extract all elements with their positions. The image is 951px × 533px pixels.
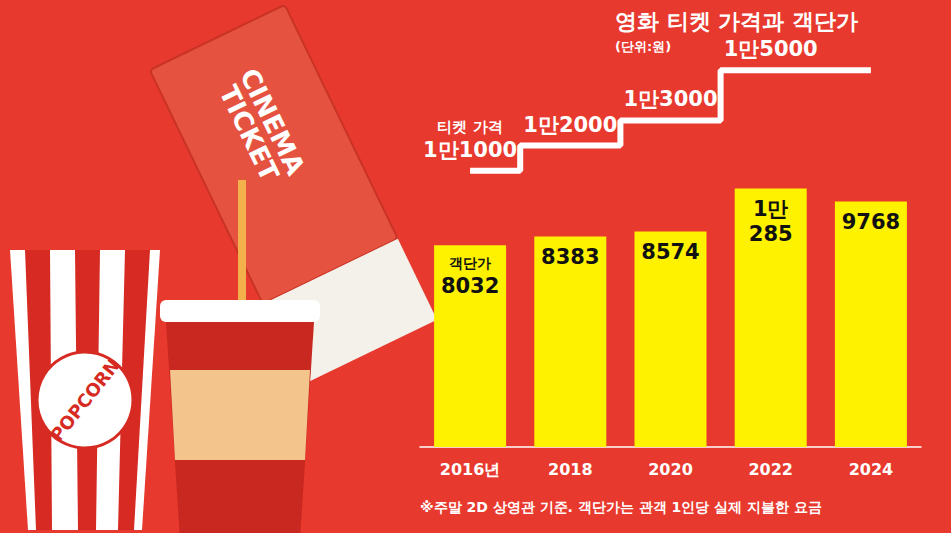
svg-text:※주말 2D 상영관 기준. 객단가는 관객 1인당 실제: ※주말 2D 상영관 기준. 객단가는 관객 1인당 실제 지불한 요금 xyxy=(420,499,822,515)
svg-text:8032: 8032 xyxy=(441,274,499,298)
svg-text:1만1000: 1만1000 xyxy=(423,138,517,162)
svg-text:1만5000: 1만5000 xyxy=(724,37,818,61)
svg-text:1만3000: 1만3000 xyxy=(623,87,717,111)
svg-text:객단가: 객단가 xyxy=(449,255,491,271)
svg-text:8383: 8383 xyxy=(541,245,599,269)
svg-text:285: 285 xyxy=(749,222,793,246)
svg-text:CINEMA: CINEMA xyxy=(234,63,311,180)
svg-text:티켓 가격: 티켓 가격 xyxy=(437,118,502,136)
svg-text:TICKET: TICKET xyxy=(213,81,285,186)
svg-text:POPCORN: POPCORN xyxy=(46,355,124,446)
svg-text:2018: 2018 xyxy=(548,460,593,479)
svg-text:2020: 2020 xyxy=(648,460,693,479)
svg-text:9768: 9768 xyxy=(842,210,900,234)
svg-text:1만: 1만 xyxy=(753,197,789,221)
svg-text:영화 티켓 가격과 객단가: 영화 티켓 가격과 객단가 xyxy=(615,9,858,34)
svg-text:(단위:원): (단위:원) xyxy=(615,39,671,54)
svg-text:1만2000: 1만2000 xyxy=(523,113,617,137)
svg-text:2022: 2022 xyxy=(748,460,793,479)
svg-text:2016년: 2016년 xyxy=(440,460,501,479)
svg-text:2024: 2024 xyxy=(849,460,894,479)
svg-text:8574: 8574 xyxy=(641,240,699,264)
